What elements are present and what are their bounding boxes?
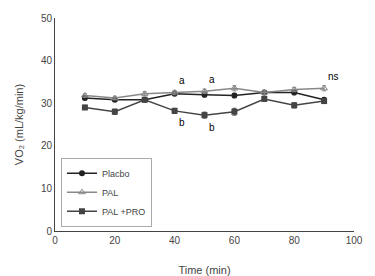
svg-text:30: 30 [41,98,53,109]
svg-text:40: 40 [169,235,181,246]
svg-text:100: 100 [346,235,363,246]
svg-text:ns: ns [328,71,339,82]
svg-text:80: 80 [289,235,301,246]
svg-text:50: 50 [41,13,53,24]
svg-text:60: 60 [229,235,241,246]
svg-text:20: 20 [41,140,53,151]
svg-text:0: 0 [46,226,52,237]
svg-text:Placbo: Placbo [102,169,130,179]
svg-text:10: 10 [41,183,53,194]
svg-text:40: 40 [41,55,53,66]
svg-text:b: b [179,117,185,128]
svg-text:PAL +PRO: PAL +PRO [102,207,145,217]
svg-text:0: 0 [52,235,58,246]
svg-text:PAL: PAL [102,188,118,198]
svg-text:b: b [209,122,215,133]
svg-text:a: a [209,74,215,85]
svg-text:20: 20 [109,235,121,246]
svg-text:Time (min): Time (min) [178,264,230,276]
svg-text:a: a [179,75,185,86]
svg-text:VO₂ (mL/kg/min): VO₂ (mL/kg/min) [13,84,25,165]
